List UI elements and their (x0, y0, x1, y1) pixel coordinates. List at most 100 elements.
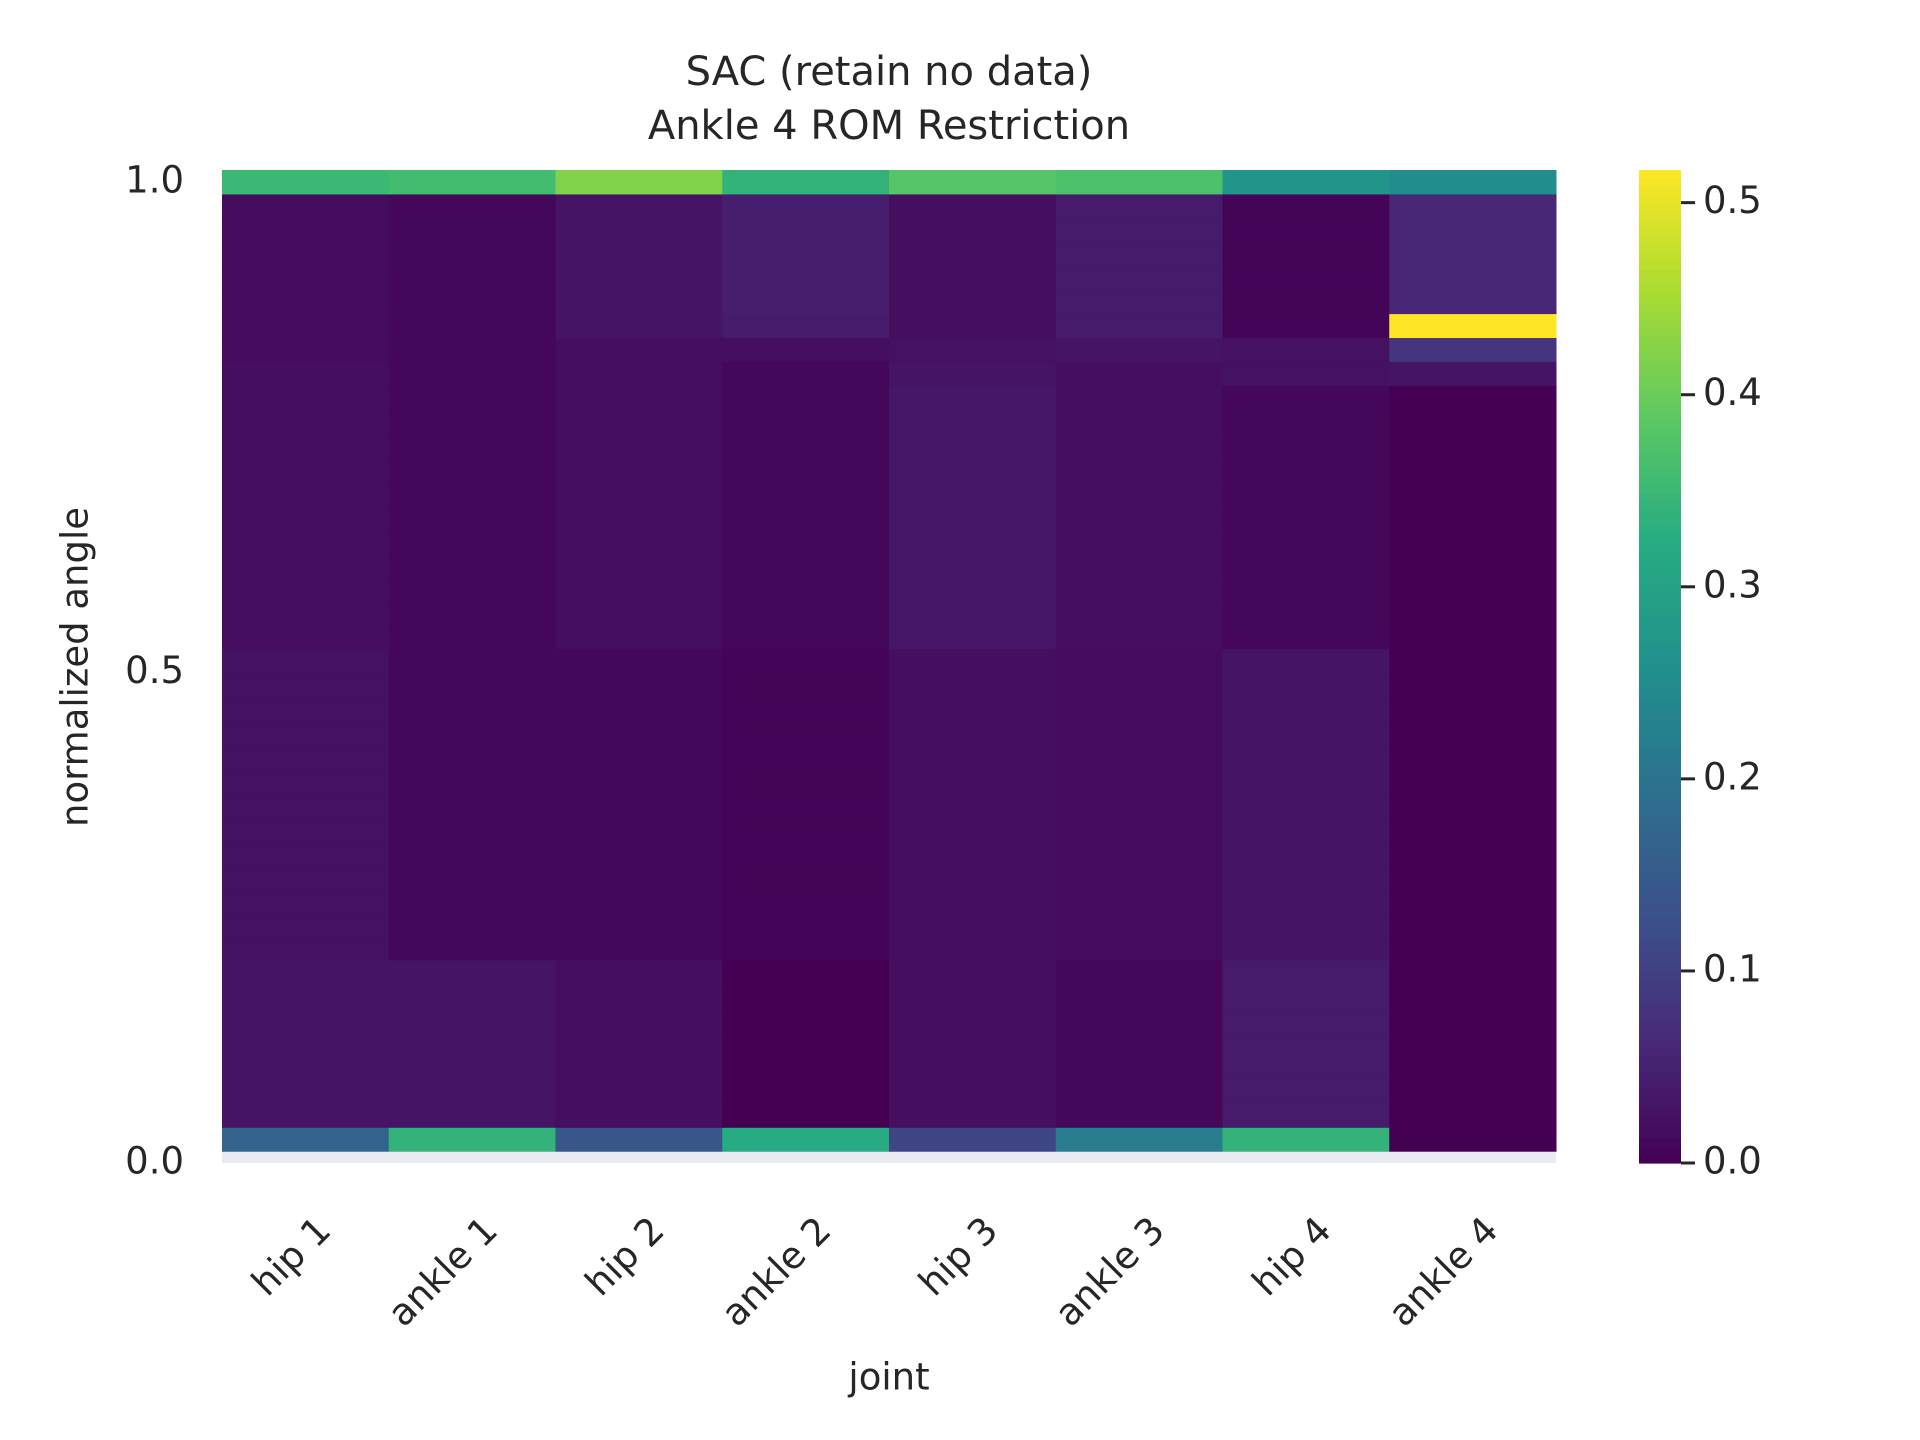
heatmap-cell (889, 457, 1057, 482)
heatmap-cell (889, 720, 1057, 745)
heatmap-cell (555, 696, 723, 721)
colorbar-segment (1639, 848, 1681, 858)
colorbar-segment (1639, 972, 1681, 982)
heatmap-cell (1055, 840, 1223, 865)
heatmap-cell (388, 265, 556, 291)
heatmap-cell (1389, 193, 1557, 219)
colorbar-tick-label: 0.4 (1703, 371, 1762, 414)
colorbar-segment (1639, 385, 1681, 395)
heatmap-cell (222, 505, 390, 530)
colorbar-segment (1639, 393, 1681, 403)
heatmap-cell (555, 1079, 723, 1104)
heatmap-cell (222, 720, 390, 745)
heatmap-cell (1055, 720, 1223, 745)
colorbar-segment (1639, 790, 1681, 800)
heatmap-cell (388, 1055, 556, 1080)
colorbar-segment (1639, 889, 1681, 899)
heatmap-cell (388, 409, 556, 434)
heatmap-cell (555, 193, 723, 219)
colorbar-tick-label: 0.3 (1703, 563, 1762, 606)
colorbar-segment (1639, 600, 1681, 610)
heatmap-cell (1222, 433, 1390, 458)
heatmap-cell (555, 935, 723, 961)
heatmap-cell (388, 816, 556, 841)
heatmap-cell (1222, 337, 1390, 362)
heatmap-cell (555, 361, 723, 386)
colorbar-segment (1639, 1022, 1681, 1032)
colorbar-segment (1639, 1063, 1681, 1073)
heatmap-cell (722, 193, 890, 219)
heatmap-cell (1222, 696, 1390, 721)
heatmap-cell (1055, 887, 1223, 913)
heatmap-cell (388, 193, 556, 219)
colorbar-segment (1639, 641, 1681, 651)
colorbar-segment (1639, 782, 1681, 792)
heatmap-cell (889, 1127, 1057, 1152)
colorbar-segment (1639, 881, 1681, 891)
colorbar-segment (1639, 558, 1681, 568)
heatmap-cell (222, 433, 390, 458)
colorbar-segment (1639, 873, 1681, 883)
heatmap-cell (1055, 1103, 1223, 1128)
heatmap-cell (1222, 768, 1390, 793)
heatmap-cell (555, 1127, 723, 1152)
colorbar-segment (1639, 459, 1681, 469)
heatmap-cell (889, 959, 1057, 985)
heatmap-cell (388, 241, 556, 267)
heatmap-cell (889, 385, 1057, 410)
heatmap-cell (722, 1127, 890, 1152)
colorbar-segment (1639, 807, 1681, 817)
heatmap-cell (1389, 361, 1557, 386)
heatmap-cell (1055, 1079, 1223, 1104)
heatmap-cell (889, 696, 1057, 721)
heatmap-cell (1389, 1079, 1557, 1104)
heatmap-cell (1389, 959, 1557, 985)
heatmap-cell (1055, 385, 1223, 410)
heatmap-cell (555, 744, 723, 769)
heatmap-cell (1389, 505, 1557, 530)
heatmap-cell (555, 887, 723, 913)
heatmap-cell (889, 241, 1057, 267)
colorbar-segment (1639, 1071, 1681, 1081)
colorbar-segment (1639, 724, 1681, 734)
heatmap-cell (1222, 744, 1390, 769)
colorbar-segment (1639, 318, 1681, 328)
colorbar-segment (1639, 1047, 1681, 1057)
colorbar-segment (1639, 401, 1681, 411)
heatmap-cell (1389, 433, 1557, 458)
heatmap-cell (555, 983, 723, 1009)
heatmap-cell (388, 528, 556, 554)
heatmap-cell (555, 552, 723, 578)
heatmap-cell (722, 1007, 890, 1033)
heatmap-cell (1222, 576, 1390, 602)
colorbar-segment (1639, 823, 1681, 833)
heatmap-cell (1055, 361, 1223, 386)
x-axis-label: joint (847, 1356, 929, 1399)
heatmap-cell (1055, 193, 1223, 219)
colorbar-segment (1639, 575, 1681, 585)
colorbar-segment (1639, 592, 1681, 601)
colorbar-segment (1639, 203, 1681, 212)
heatmap-cell (555, 792, 723, 817)
x-tick-label: ankle 4 (1380, 1208, 1507, 1335)
heatmap-cell (388, 911, 556, 937)
colorbar-segment (1639, 1096, 1681, 1106)
heatmap-cell (1222, 170, 1390, 195)
heatmap-cell (222, 840, 390, 865)
colorbar-segment (1639, 335, 1681, 345)
heatmap-cell (722, 983, 890, 1009)
heatmap-cell (388, 935, 556, 961)
heatmap-cell (388, 217, 556, 243)
heatmap-cell (722, 624, 890, 650)
colorbar-segment (1639, 865, 1681, 874)
heatmap-cell (222, 935, 390, 961)
heatmap-cell (1222, 720, 1390, 745)
heatmap-cell (222, 792, 390, 817)
heatmap-cell (1389, 217, 1557, 243)
heatmap-cell (388, 648, 556, 674)
heatmap-cell (1222, 624, 1390, 650)
colorbar-segment (1639, 608, 1681, 618)
heatmap-cell (722, 648, 890, 674)
heatmap-cell (722, 337, 890, 362)
